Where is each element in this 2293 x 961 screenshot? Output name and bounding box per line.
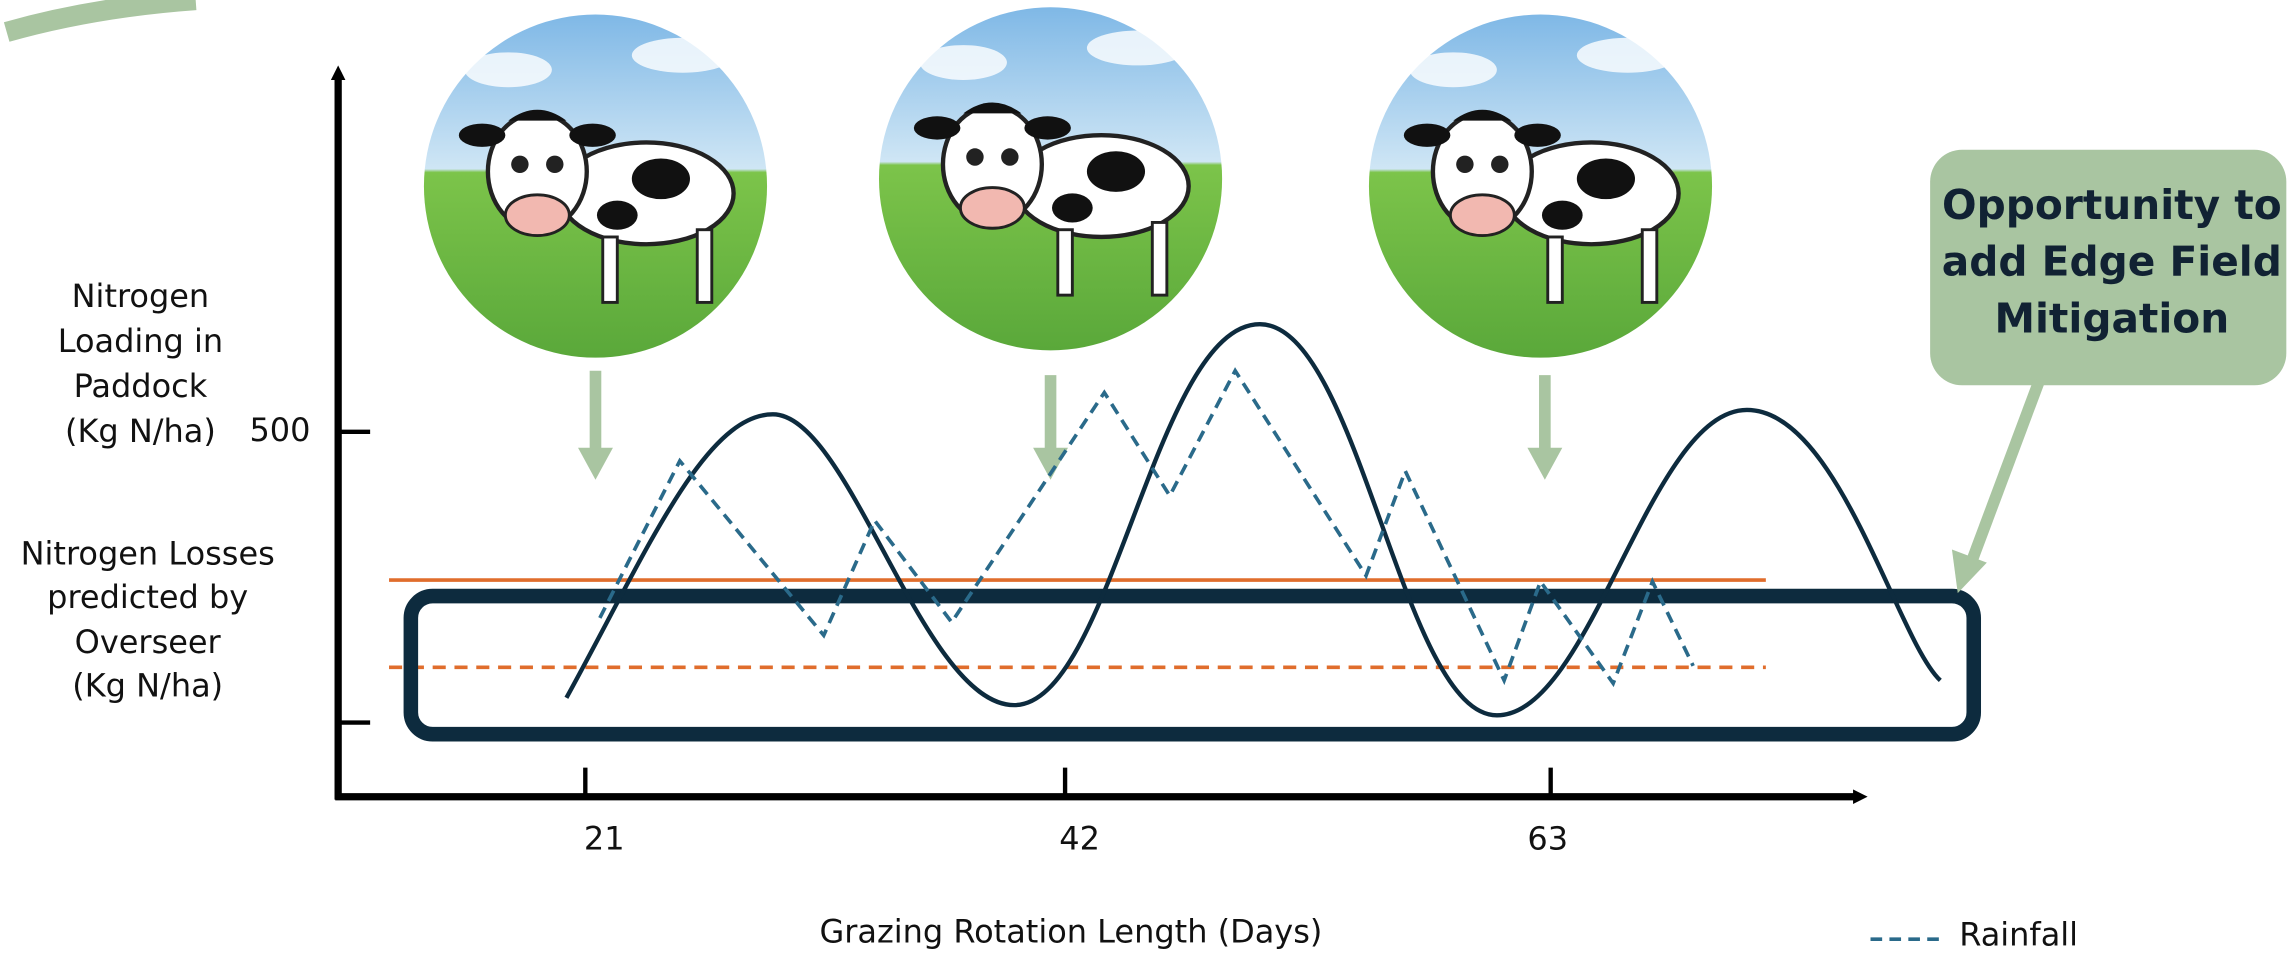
cow	[424, 15, 767, 358]
decor-arc	[7, 0, 196, 32]
nitrogen-loading-curve	[566, 324, 1940, 715]
losses-label-line: Overseer	[75, 623, 222, 661]
y-label-line: Paddock	[74, 367, 208, 405]
x-tick-label: 63	[1527, 819, 1568, 857]
y-label-line: (Kg N/ha)	[65, 412, 216, 450]
cow	[879, 7, 1222, 350]
y-tick-label: 500	[249, 411, 310, 449]
cow-illustrations	[424, 7, 1712, 357]
x-tick-label: 21	[584, 819, 625, 857]
down-arrows	[578, 371, 1562, 480]
losses-label-line: predicted by	[47, 578, 248, 616]
cow	[1369, 15, 1712, 358]
callout: Opportunity to add Edge Field Mitigation	[1930, 150, 2286, 593]
y-label-line: Nitrogen	[72, 277, 210, 315]
losses-label-line: (Kg N/ha)	[72, 667, 223, 705]
callout-line: Opportunity to	[1942, 181, 2282, 229]
losses-box	[411, 596, 1974, 734]
rainfall-curve	[600, 371, 1693, 684]
x-tick-label: 42	[1059, 819, 1100, 857]
diagram: Nitrogen Loading in Paddock (Kg N/ha) 50…	[0, 0, 2293, 961]
losses-label-line: Nitrogen Losses	[21, 534, 275, 572]
y-label-line: Loading in	[58, 322, 223, 360]
losses-label: Nitrogen Losses predicted by Overseer (K…	[21, 534, 275, 704]
legend-label: Rainfall	[1959, 915, 2078, 953]
callout-line: Mitigation	[1994, 294, 2229, 342]
callout-line: add Edge Field	[1942, 238, 2282, 286]
y-axis-label: Nitrogen Loading in Paddock (Kg N/ha)	[58, 277, 223, 450]
x-axis-label: Grazing Rotation Length (Days)	[819, 912, 1322, 950]
